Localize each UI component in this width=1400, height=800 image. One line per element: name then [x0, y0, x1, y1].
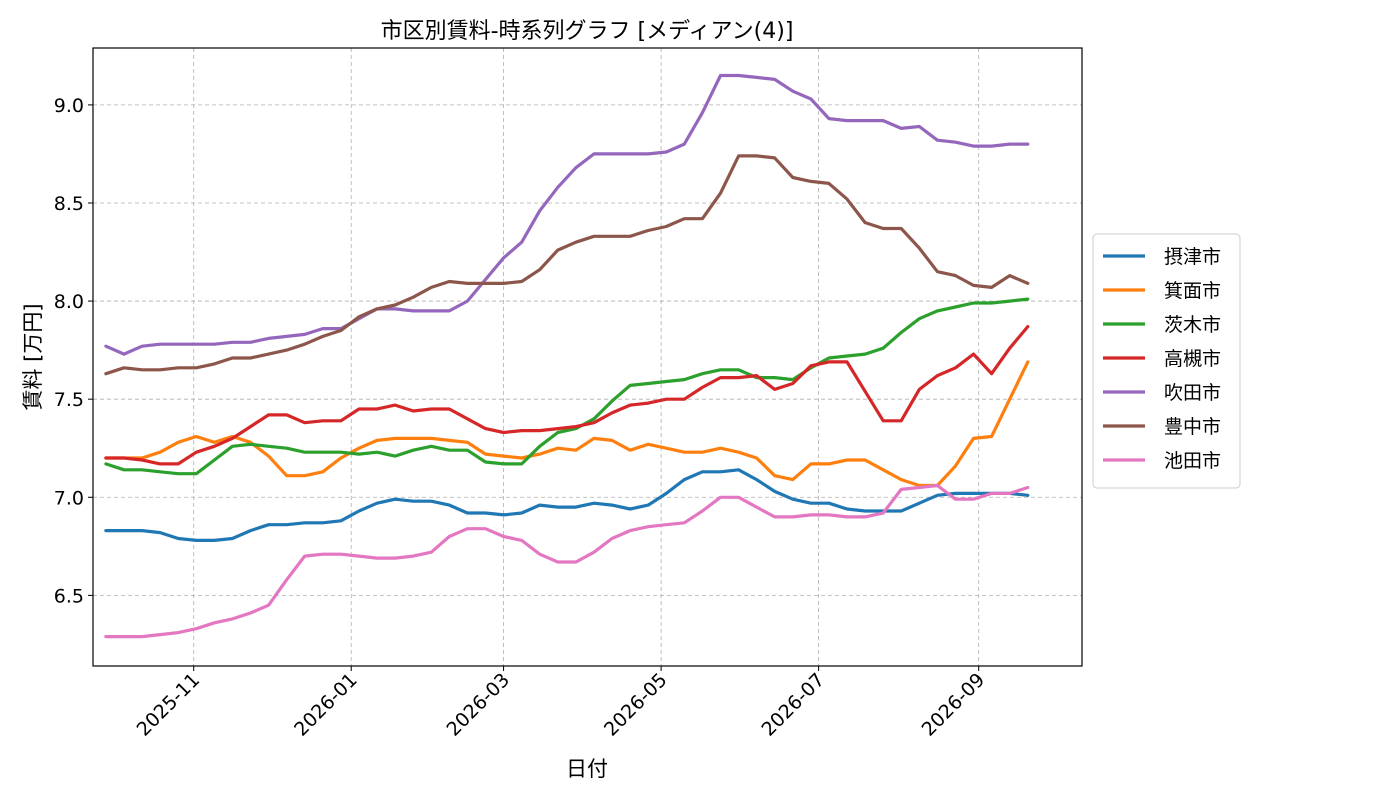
y-tick-label: 8.5	[54, 193, 84, 215]
x-tick-label: 2026-01	[290, 669, 362, 741]
series-line	[104, 483, 1030, 639]
series-line	[104, 468, 1030, 543]
series-line	[104, 154, 1030, 376]
series-line	[104, 325, 1030, 466]
legend-label: 高槻市	[1164, 348, 1221, 370]
x-tick-label: 2026-03	[442, 669, 514, 741]
legend-label: 摂津市	[1164, 246, 1221, 268]
y-tick-label: 7.5	[54, 389, 84, 411]
y-axis-title: 賃料 [万円]	[21, 303, 45, 410]
series-lines	[104, 73, 1030, 639]
x-axis-title: 日付	[566, 757, 608, 781]
series-line	[104, 360, 1030, 488]
y-tick-label: 7.0	[54, 487, 84, 509]
legend-label: 茨木市	[1164, 314, 1221, 336]
plot-area	[92, 47, 1083, 667]
series-line	[104, 73, 1030, 356]
x-tick-label: 2025-11	[133, 669, 205, 741]
chart-title: 市区別賃料-時系列グラフ [メディアン(4)]	[381, 19, 794, 44]
legend-label: 吹田市	[1164, 382, 1221, 404]
x-tick-label: 2026-09	[918, 669, 990, 741]
y-tick-label: 9.0	[54, 95, 84, 117]
y-tick-label: 8.0	[54, 291, 84, 313]
y-tick-label: 6.5	[54, 585, 84, 607]
x-tick-label: 2026-05	[600, 669, 672, 741]
x-tick-label: 2026-07	[757, 669, 829, 741]
gridlines	[93, 48, 1082, 666]
legend-label: 箕面市	[1164, 280, 1221, 302]
series-line	[104, 297, 1030, 476]
legend-label: 豊中市	[1164, 416, 1221, 438]
legend-label: 池田市	[1164, 450, 1221, 472]
